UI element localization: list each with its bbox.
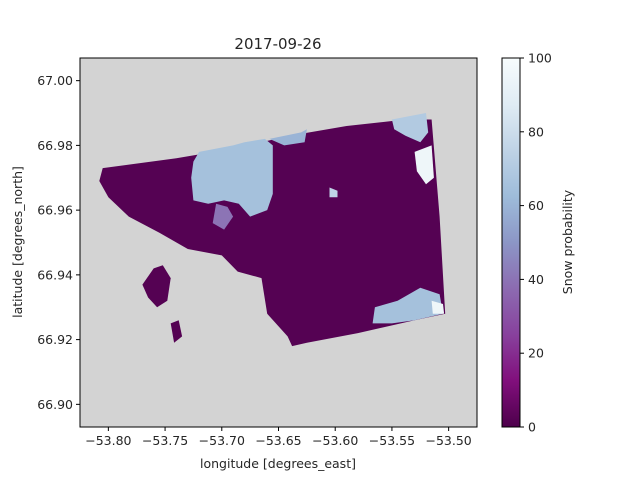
x-tick-label: −53.65 xyxy=(255,433,301,448)
y-tick-label: 66.90 xyxy=(37,397,73,412)
x-axis-label: longitude [degrees_east] xyxy=(200,456,356,471)
y-tick-label: 66.96 xyxy=(37,203,73,218)
chart-title: 2017-09-26 xyxy=(234,35,321,53)
y-tick-label: 66.92 xyxy=(37,332,73,347)
x-tick-label: −53.70 xyxy=(199,433,245,448)
colorbar-tick-label: 80 xyxy=(528,124,544,139)
x-tick-label: −53.50 xyxy=(426,433,472,448)
snow-probability-map xyxy=(99,113,446,347)
snow-region-3 xyxy=(191,138,273,217)
land-region-2 xyxy=(170,320,183,343)
y-axis-label: latitude [degrees_north] xyxy=(10,166,25,318)
colorbar-label: Snow probability xyxy=(560,189,575,294)
snow-region-7 xyxy=(414,145,434,185)
y-tick-label: 66.94 xyxy=(37,267,73,282)
snow-region-10 xyxy=(329,187,338,198)
land-region-1 xyxy=(142,265,171,308)
y-tick-label: 66.98 xyxy=(37,138,73,153)
colorbar-tick-label: 40 xyxy=(528,272,544,287)
land-region-0 xyxy=(99,119,446,347)
x-tick-label: −53.60 xyxy=(312,433,358,448)
y-axis: 66.90 66.92 66.94 66.96 66.98 67.00 xyxy=(37,73,80,412)
x-tick-label: −53.75 xyxy=(142,433,188,448)
colorbar-tick-label: 0 xyxy=(528,420,536,435)
colorbar-tick-label: 20 xyxy=(528,346,544,361)
snow-region-4 xyxy=(269,129,307,146)
snow-region-9 xyxy=(431,300,445,314)
snow-region-8 xyxy=(372,287,443,324)
snow-region-5 xyxy=(212,203,234,230)
x-tick-label: −53.55 xyxy=(369,433,415,448)
colorbar xyxy=(501,57,521,428)
x-axis: −53.80 −53.75 −53.70 −53.65 −53.60 −53.55 −53.… xyxy=(85,427,472,448)
colorbar-ticks: 0 20 40 60 80 100 xyxy=(520,51,552,435)
y-tick-label: 67.00 xyxy=(37,73,73,88)
colorbar-tick-label: 100 xyxy=(528,51,552,66)
colorbar-tick-label: 60 xyxy=(528,198,544,213)
snow-region-6 xyxy=(391,113,429,143)
x-tick-label: −53.80 xyxy=(85,433,131,448)
